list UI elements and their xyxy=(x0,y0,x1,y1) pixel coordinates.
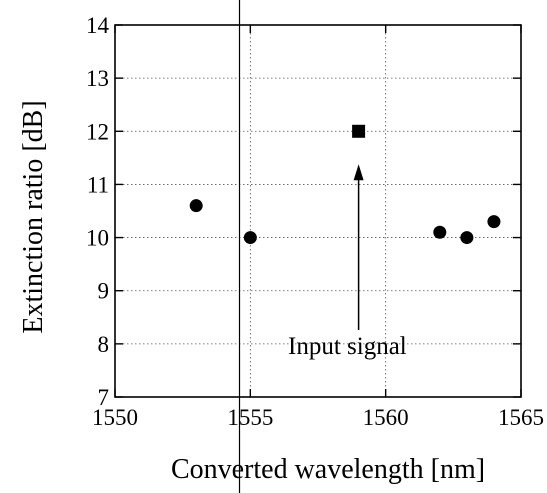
y-tick-label: 11 xyxy=(87,172,109,197)
x-tick-label: 1560 xyxy=(363,405,409,430)
y-tick-label: 10 xyxy=(86,226,109,251)
plot-frame xyxy=(114,24,522,398)
x-axis-title: Converted wavelength [nm] xyxy=(171,454,485,485)
data-point xyxy=(433,225,447,239)
y-tick-label: 14 xyxy=(86,13,110,38)
y-tick-label: 9 xyxy=(98,279,110,304)
annotation-label: Input signal xyxy=(288,333,407,360)
data-points xyxy=(189,124,501,245)
y-tick-label: 12 xyxy=(86,119,109,144)
arrow-head-icon xyxy=(353,164,364,181)
x-tick-label: 1555 xyxy=(227,405,273,430)
y-tick-label: 13 xyxy=(86,66,109,91)
y-tick-label: 8 xyxy=(98,332,110,357)
data-point xyxy=(460,231,474,245)
y-axis-title: Extinction ratio [dB] xyxy=(18,100,49,333)
input-signal-annotation: Input signal xyxy=(288,164,407,360)
y-tick-label: 7 xyxy=(98,385,110,410)
data-point-square xyxy=(352,124,366,138)
axis-ticks xyxy=(114,24,522,398)
x-tick-label: 1550 xyxy=(92,405,138,430)
data-point xyxy=(487,215,501,229)
tick-labels: 7 8 9 10 11 12 13 14 1550 1555 1560 1565 xyxy=(86,13,544,430)
data-point xyxy=(189,199,203,213)
data-point xyxy=(243,231,257,245)
x-tick-label: 1565 xyxy=(498,405,544,430)
